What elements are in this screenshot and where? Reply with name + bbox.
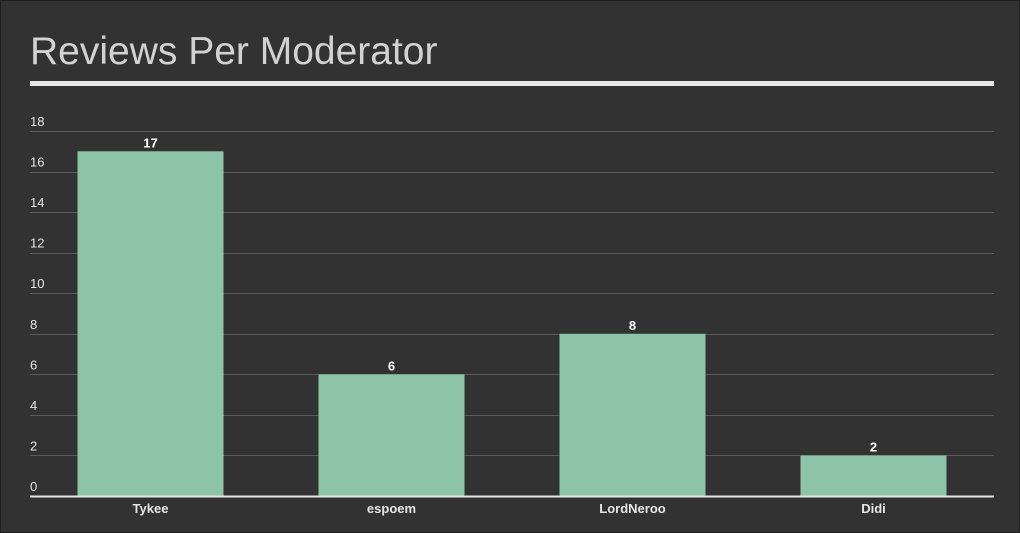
bar-espoem: [318, 374, 465, 496]
x-category-label: Tykee: [133, 501, 169, 516]
y-tick-label: 16: [30, 155, 44, 170]
y-tick-label: 12: [30, 236, 44, 251]
x-category-label: espoem: [367, 501, 416, 516]
y-tick-label: 6: [30, 357, 37, 372]
title-underline: [30, 81, 994, 86]
y-tick-label: 18: [30, 114, 44, 129]
x-axis-labels: Tykee espoem LordNeroo Didi: [133, 501, 886, 516]
chart-title: Reviews Per Moderator: [30, 30, 438, 73]
y-tick-label: 2: [30, 438, 37, 453]
data-label: 2: [870, 439, 877, 454]
bars: [77, 151, 947, 496]
x-category-label: Didi: [861, 501, 886, 516]
y-tick-label: 4: [30, 398, 37, 413]
y-tick-label: 14: [30, 195, 44, 210]
data-label: 6: [388, 358, 395, 373]
bar-lordneroo: [559, 333, 706, 496]
y-tick-label: 0: [30, 479, 37, 494]
y-tick-label: 10: [30, 276, 44, 291]
y-axis-ticks: 0 2 4 6 8 10 12 14 16 18: [30, 114, 44, 494]
x-category-label: LordNeroo: [599, 501, 666, 516]
y-tick-label: 8: [30, 317, 37, 332]
bar-tykee: [77, 151, 224, 496]
data-labels: 17 6 8 2: [143, 135, 877, 454]
bar-didi: [800, 455, 947, 496]
data-label: 17: [143, 135, 157, 150]
data-label: 8: [629, 318, 636, 333]
